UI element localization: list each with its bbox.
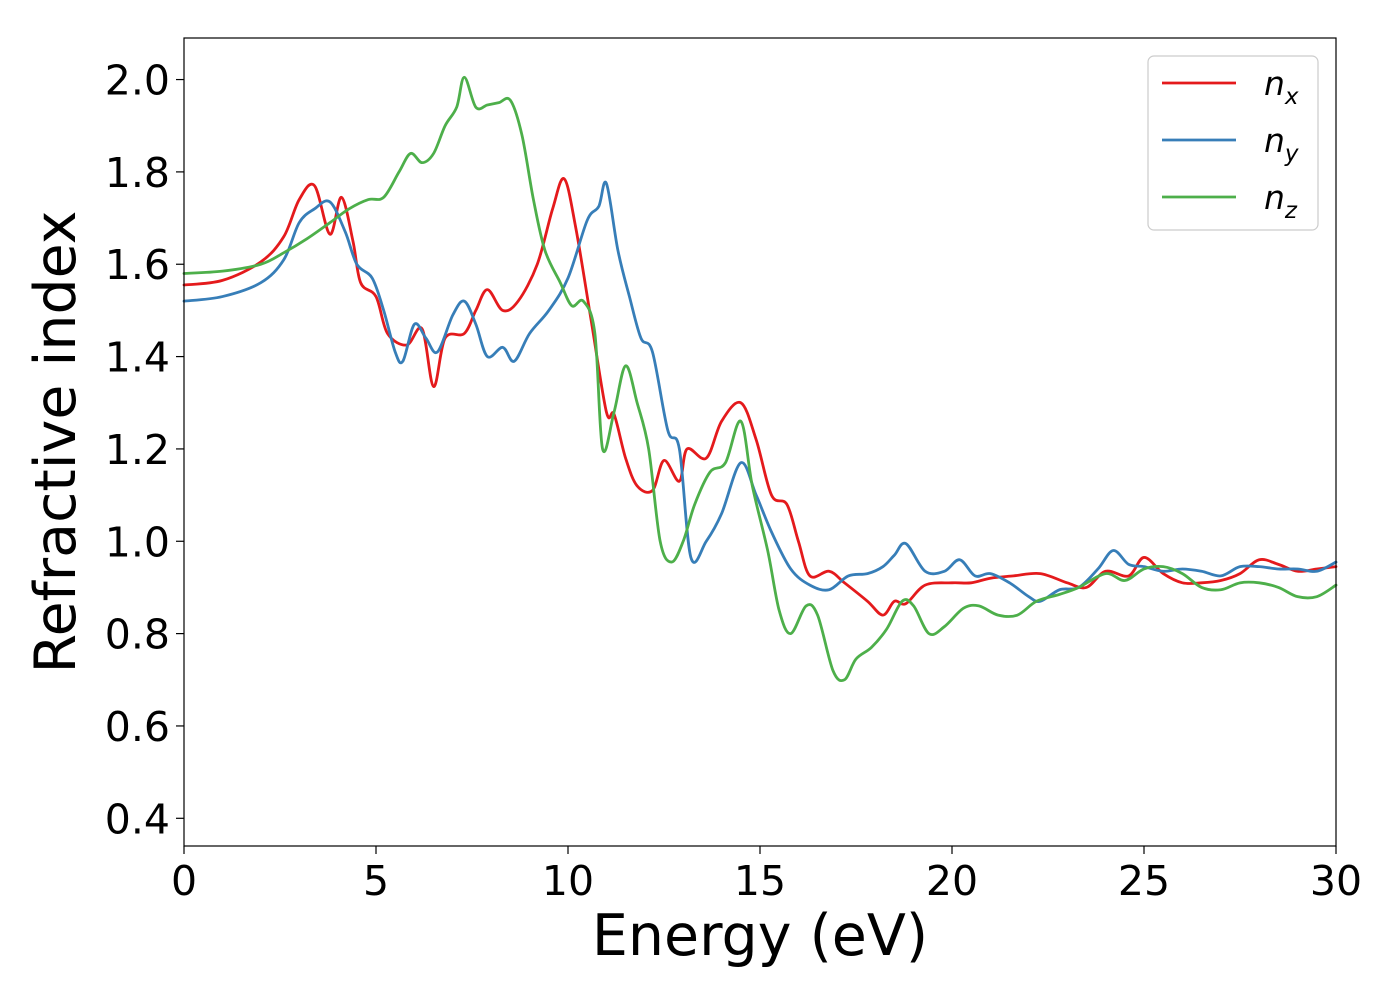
series-layer (182, 75, 1338, 683)
series-line-x (182, 177, 1338, 617)
x-tick-label: 10 (542, 857, 594, 905)
y-tick-label: 2.0 (105, 57, 170, 105)
x-tick-label: 25 (1118, 857, 1170, 905)
legend-box (1147, 55, 1319, 231)
x-tick-label: 20 (926, 857, 978, 905)
y-tick-label: 1.6 (105, 241, 170, 289)
y-tick-label: 1.2 (105, 426, 170, 474)
x-tick-label: 30 (1310, 857, 1362, 905)
y-tick-label: 0.6 (105, 703, 170, 751)
y-tick-label: 0.8 (105, 611, 170, 659)
y-tick-label: 1.4 (105, 334, 170, 382)
series-line-y (182, 180, 1338, 603)
y-tick-label: 1.8 (105, 149, 170, 197)
y-tick-label: 0.4 (105, 795, 170, 843)
legend-label-z: nz (1264, 178, 1298, 224)
legend-items: nx ny nz (1162, 64, 1299, 224)
tick-layer: 0 5 10 15 20 25 30 0.4 0.6 0.8 1.0 1.2 1.4 1.6 1.8 2.0 (105, 57, 1362, 905)
legend: nx ny nz (1147, 55, 1319, 231)
legend-label-x: nx (1264, 64, 1299, 110)
x-tick-label: 15 (734, 857, 786, 905)
y-tick-label: 1.0 (105, 518, 170, 566)
y-axis-title: Refractive index (23, 211, 89, 674)
x-axis-title: Energy (eV) (592, 903, 928, 969)
x-tick-label: 0 (171, 857, 197, 905)
legend-label-y: ny (1264, 121, 1299, 167)
x-tick-label: 5 (363, 857, 389, 905)
series-line-z (182, 75, 1338, 683)
